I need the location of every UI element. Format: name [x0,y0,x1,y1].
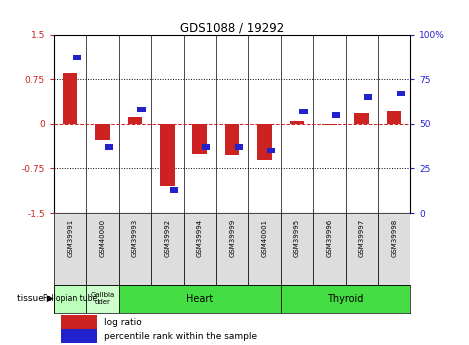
Text: Thyroid: Thyroid [327,294,364,304]
Bar [170,187,178,193]
Text: GSM39994: GSM39994 [197,219,203,257]
Title: GDS1088 / 19292: GDS1088 / 19292 [180,21,284,34]
FancyBboxPatch shape [249,213,281,285]
Text: GSM40001: GSM40001 [262,219,267,257]
Bar [290,121,304,124]
Bar [387,111,401,124]
Bar [225,124,240,155]
Bar [95,124,110,140]
FancyBboxPatch shape [281,285,410,313]
Text: GSM39995: GSM39995 [294,219,300,257]
FancyBboxPatch shape [151,213,183,285]
Text: GSM39998: GSM39998 [391,219,397,257]
FancyBboxPatch shape [313,213,346,285]
FancyBboxPatch shape [346,213,378,285]
Text: GSM39996: GSM39996 [326,219,333,257]
Bar [322,124,337,125]
Bar [105,144,113,150]
Text: GSM39999: GSM39999 [229,219,235,257]
Bar [160,124,174,186]
Bar [355,113,369,124]
Bar [61,329,97,343]
Bar [397,91,405,96]
Bar [63,73,77,124]
Text: Gallbla
dder: Gallbla dder [91,292,114,305]
Bar [202,144,211,150]
Bar [192,124,207,154]
FancyBboxPatch shape [119,213,151,285]
FancyBboxPatch shape [378,213,410,285]
FancyBboxPatch shape [183,213,216,285]
Text: Fallopian tube: Fallopian tube [43,294,97,303]
FancyBboxPatch shape [54,213,86,285]
Bar [128,117,142,124]
Bar [234,144,243,150]
Text: tissue ▶: tissue ▶ [17,294,54,303]
Bar [332,112,340,118]
FancyBboxPatch shape [86,213,119,285]
FancyBboxPatch shape [86,285,119,313]
Text: GSM39997: GSM39997 [359,219,365,257]
Text: GSM40000: GSM40000 [99,219,106,257]
FancyBboxPatch shape [119,285,281,313]
Text: log ratio: log ratio [104,318,142,327]
Bar [257,124,272,159]
Bar [61,315,97,329]
FancyBboxPatch shape [281,213,313,285]
Text: GSM39992: GSM39992 [164,219,170,257]
Bar [73,55,81,60]
Text: Heart: Heart [186,294,213,304]
FancyBboxPatch shape [54,285,86,313]
Text: GSM39991: GSM39991 [67,219,73,257]
Bar [137,107,145,112]
Bar [300,109,308,114]
Bar [364,94,372,100]
FancyBboxPatch shape [216,213,249,285]
Text: GSM39993: GSM39993 [132,219,138,257]
Bar [267,148,275,153]
Text: percentile rank within the sample: percentile rank within the sample [104,332,257,341]
